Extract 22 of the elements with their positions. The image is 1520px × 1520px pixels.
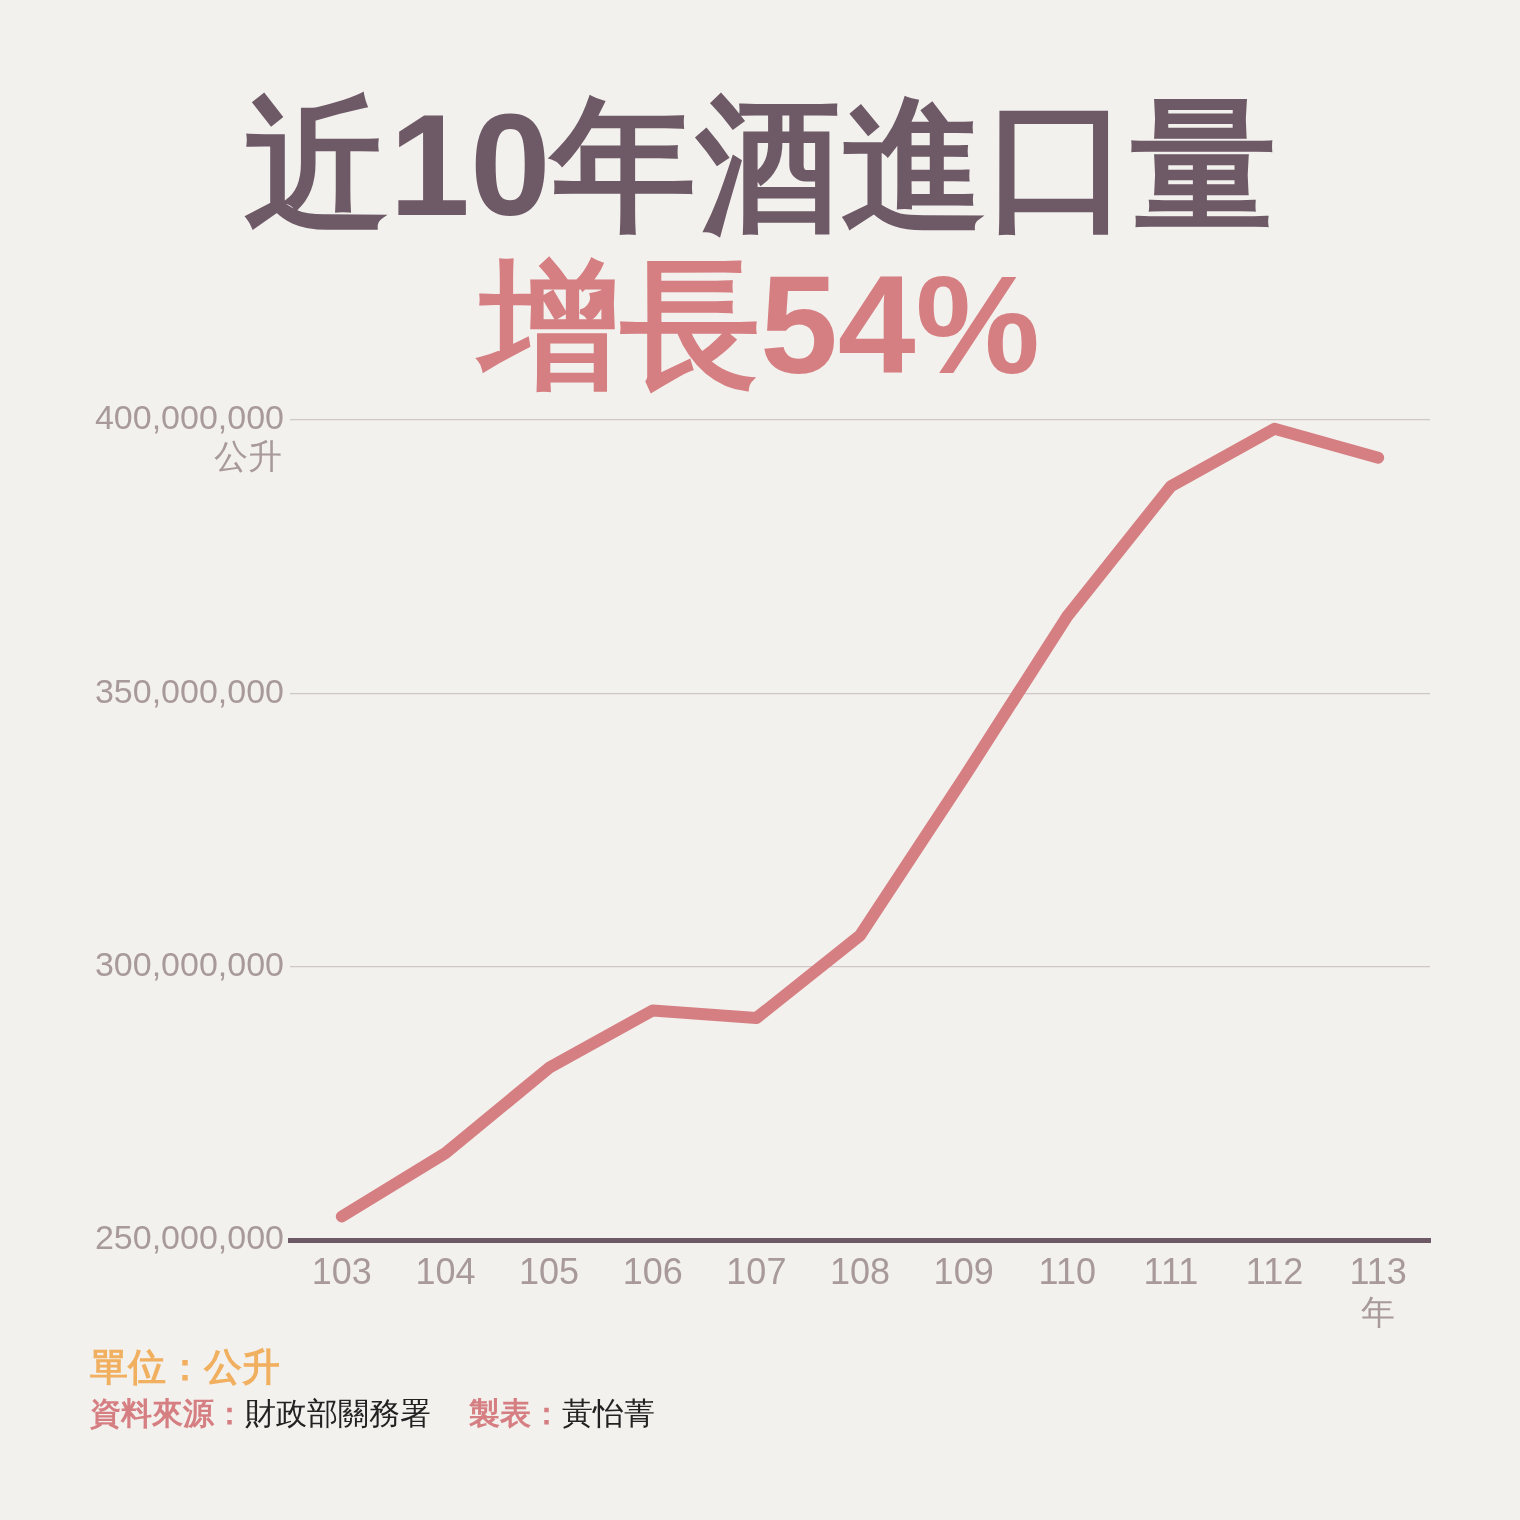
text: 單位：公升 xyxy=(90,1345,281,1390)
chart-subtitle: 增長54% xyxy=(474,246,1042,403)
y-tick-label: 250,000,000 xyxy=(94,1218,284,1257)
y-tick-label: 300,000,000 xyxy=(94,945,284,984)
x-tick-label: 107 xyxy=(726,1250,787,1292)
text: 製表：黃怡菁 xyxy=(469,1395,655,1433)
x-tick-label: 112 xyxy=(1245,1250,1304,1292)
y-tick-label: 400,000,000 xyxy=(94,398,284,437)
x-tick-label: 113 xyxy=(1349,1250,1407,1292)
x-tick-label: 110 xyxy=(1038,1250,1096,1292)
x-tick-label: 109 xyxy=(933,1250,994,1292)
x-tick-label: 106 xyxy=(622,1250,683,1292)
x-tick-label: 111 xyxy=(1143,1250,1199,1292)
y-tick-label: 350,000,000 xyxy=(94,671,284,710)
x-tick-label: 103 xyxy=(311,1250,372,1292)
x-tick-label: 104 xyxy=(415,1250,476,1292)
x-axis-title: 年 xyxy=(1361,1293,1396,1332)
x-tick-label: 108 xyxy=(829,1250,891,1292)
y-axis-title: 公升 xyxy=(214,437,282,476)
chart-title: 近10年酒進口量 xyxy=(243,84,1277,246)
source-note: 資料來源：財政部關務署 xyxy=(90,1395,431,1433)
x-tick-label: 105 xyxy=(519,1250,580,1292)
